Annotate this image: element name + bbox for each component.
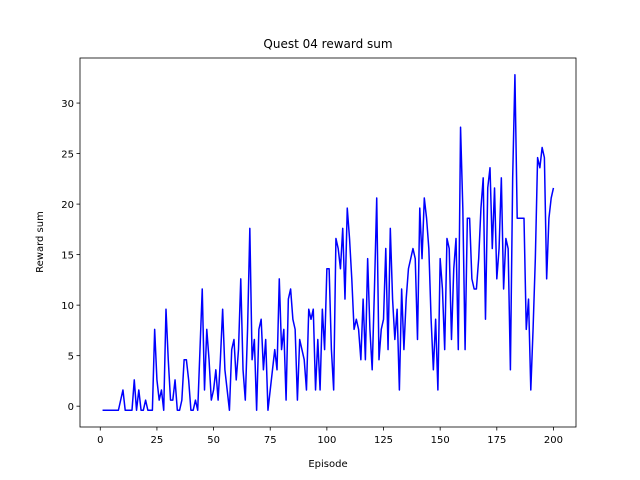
x-tick-label: 75: [264, 435, 277, 446]
x-tick-label: 25: [151, 435, 164, 446]
x-tick-label: 150: [431, 435, 450, 446]
y-axis-label: Reward sum: [35, 211, 46, 273]
y-tick-label: 30: [61, 99, 74, 110]
y-tick-label: 15: [61, 251, 74, 262]
y-tick-label: 5: [68, 352, 74, 363]
x-tick-label: 175: [487, 435, 506, 446]
chart-title: Quest 04 reward sum: [263, 37, 392, 51]
y-tick-label: 20: [61, 200, 74, 211]
x-tick-label: 100: [317, 435, 336, 446]
y-tick-label: 10: [61, 301, 74, 312]
data-line: [102, 74, 555, 411]
x-tick-label: 0: [97, 435, 103, 446]
y-tick-label: 25: [61, 150, 74, 161]
y-tick-label: 0: [68, 402, 74, 413]
x-axis-label: Episode: [308, 459, 347, 470]
plot-frame: [79, 57, 577, 428]
x-tick-label: 125: [374, 435, 393, 446]
x-tick-label: 50: [207, 435, 220, 446]
x-tick-label: 200: [544, 435, 563, 446]
